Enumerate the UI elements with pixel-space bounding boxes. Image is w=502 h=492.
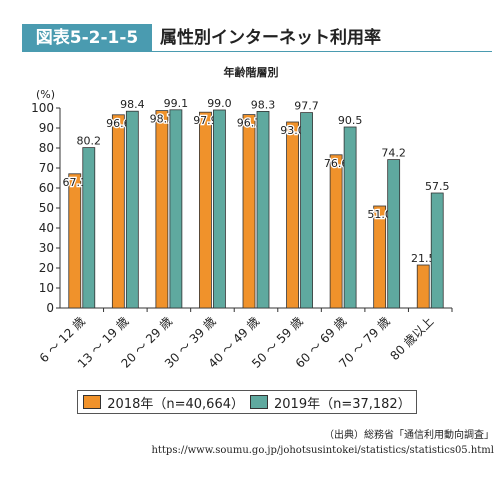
data-label: 97.9 — [193, 114, 218, 127]
y-tick-label: 70 — [39, 161, 54, 175]
y-tick-label: 80 — [39, 141, 54, 155]
data-label: 57.5 — [425, 180, 450, 193]
data-label: 74.2 — [381, 147, 406, 160]
data-label: 51.0 — [367, 208, 392, 221]
legend-label-2019: 2019年（n=37,182） — [274, 396, 411, 412]
y-tick-label: 20 — [39, 261, 54, 275]
data-label: 99.1 — [164, 97, 189, 110]
bar-2019 — [169, 109, 183, 309]
data-label: 93.0 — [280, 124, 305, 137]
figure-label: 図表5-2-1-5 — [22, 24, 152, 52]
y-tick-label: 90 — [39, 121, 54, 135]
y-axis-unit: (%) — [36, 88, 55, 101]
legend-item-2018: 2018年（n=40,664） — [83, 393, 244, 412]
bar-2019 — [343, 126, 357, 309]
bar-2018 — [242, 114, 256, 309]
legend-label-2018: 2018年（n=40,664） — [107, 396, 244, 412]
bar-chart: 年齢階層別(%)010203040506070809010067.180.26 … — [31, 65, 453, 371]
data-label: 67.1 — [63, 176, 88, 189]
bar-2019 — [387, 159, 401, 309]
y-tick-label: 40 — [39, 221, 54, 235]
legend-swatch-2018 — [83, 395, 102, 409]
bar-2019 — [256, 111, 270, 309]
data-label: 90.5 — [338, 114, 363, 127]
data-label: 21.5 — [411, 252, 436, 265]
bar-2018 — [286, 121, 299, 309]
figure-header: 図表5-2-1-5 属性別インターネット利用率 — [22, 24, 492, 54]
data-label: 76.6 — [324, 157, 349, 170]
source-note: （出典）総務省「通信利用動向調査」 https://www.soumu.go.j… — [151, 428, 494, 458]
bar-2018 — [68, 173, 82, 309]
bar-2018 — [329, 154, 343, 309]
chart-title: 年齢階層別 — [224, 65, 279, 79]
bar-2019 — [125, 110, 139, 309]
figure-title: 属性別インターネット利用率 — [160, 28, 381, 48]
bar-2018 — [155, 110, 169, 309]
data-label: 99.0 — [207, 97, 232, 110]
x-category-label: 80 歳以上 — [387, 314, 436, 363]
chart-legend: 2018年（n=40,664） 2019年（n=37,182） — [77, 390, 417, 414]
data-label: 96.7 — [237, 117, 262, 130]
y-tick-label: 100 — [31, 101, 54, 115]
data-label: 98.3 — [251, 98, 276, 111]
bar-2018 — [111, 114, 125, 309]
y-tick-label: 60 — [39, 181, 54, 195]
source-url: https://www.soumu.go.jp/johotsusintokei/… — [151, 445, 494, 456]
data-label: 98.7 — [150, 113, 175, 126]
data-label: 96.6 — [106, 117, 131, 130]
title-underline — [152, 51, 492, 52]
bar-2018 — [199, 111, 212, 309]
y-tick-label: 50 — [39, 201, 54, 215]
bar-2019 — [430, 192, 444, 309]
y-tick-label: 10 — [39, 281, 54, 295]
data-label: 80.2 — [77, 135, 102, 148]
source-citation: （出典）総務省「通信利用動向調査」 — [324, 430, 494, 441]
legend-swatch-2019 — [250, 395, 268, 409]
bar-2018 — [416, 264, 430, 309]
data-label: 98.4 — [120, 98, 145, 111]
y-tick-label: 0 — [46, 301, 54, 315]
legend-item-2019: 2019年（n=37,182） — [250, 393, 411, 412]
bar-2019 — [82, 147, 96, 309]
bar-2018 — [373, 205, 387, 309]
y-tick-label: 30 — [39, 241, 54, 255]
bar-2019 — [300, 112, 313, 309]
bar-2019 — [213, 109, 226, 309]
data-label: 97.7 — [294, 100, 319, 113]
